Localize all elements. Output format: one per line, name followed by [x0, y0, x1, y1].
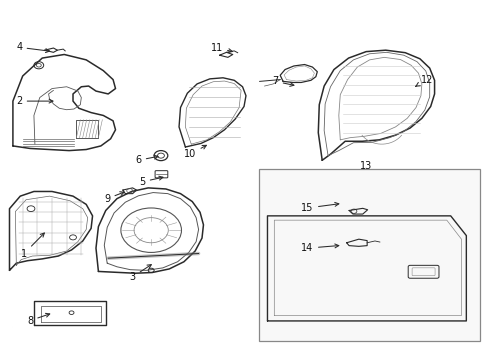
- Text: 12: 12: [416, 75, 433, 86]
- Text: 2: 2: [16, 96, 53, 106]
- Text: 6: 6: [135, 155, 158, 165]
- Text: 5: 5: [139, 176, 163, 187]
- Text: 1: 1: [21, 233, 45, 258]
- Text: 10: 10: [184, 145, 206, 159]
- Text: 11: 11: [211, 43, 232, 53]
- Text: 7: 7: [272, 76, 294, 86]
- Text: 14: 14: [301, 243, 339, 253]
- Text: 13: 13: [360, 161, 372, 171]
- Text: 4: 4: [16, 42, 49, 53]
- Bar: [259, 169, 480, 341]
- Text: 9: 9: [104, 192, 124, 204]
- Text: 15: 15: [301, 202, 339, 213]
- Text: 3: 3: [129, 265, 151, 282]
- Text: 8: 8: [27, 313, 49, 325]
